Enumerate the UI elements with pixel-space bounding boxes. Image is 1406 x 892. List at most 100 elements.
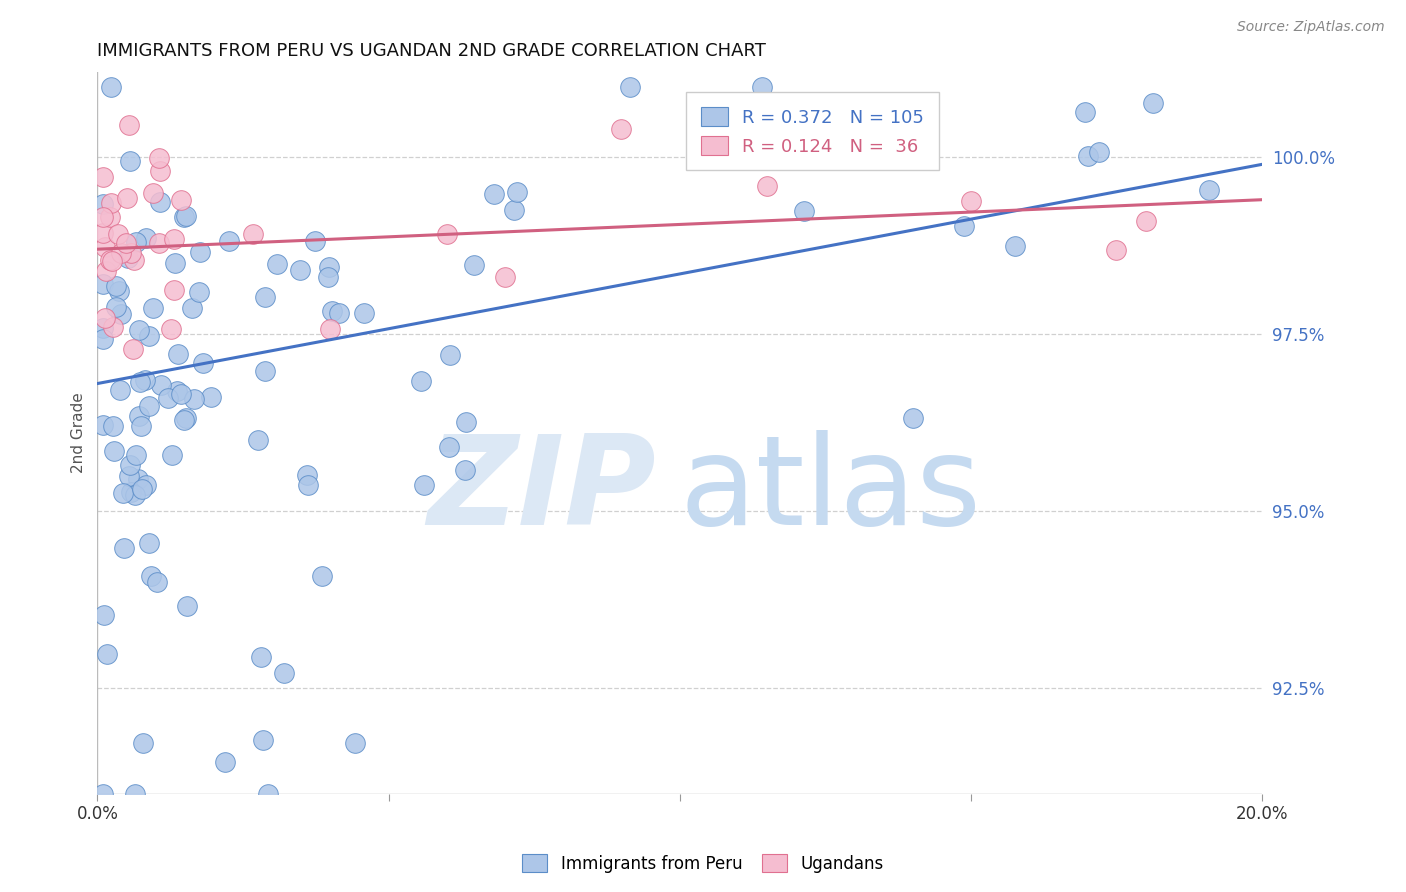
Point xyxy=(91,169,114,184)
Point xyxy=(288,263,311,277)
Point xyxy=(174,209,197,223)
Point xyxy=(120,485,142,500)
Point xyxy=(960,194,983,208)
Point xyxy=(214,755,236,769)
Point xyxy=(112,486,135,500)
Point xyxy=(149,164,172,178)
Point xyxy=(1077,149,1099,163)
Point xyxy=(436,227,458,242)
Point xyxy=(266,257,288,271)
Point xyxy=(150,378,173,392)
Point xyxy=(619,79,641,94)
Point xyxy=(321,304,343,318)
Point xyxy=(138,399,160,413)
Point xyxy=(101,254,124,268)
Point xyxy=(98,253,121,268)
Point xyxy=(138,535,160,549)
Point xyxy=(316,269,339,284)
Point xyxy=(1004,239,1026,253)
Point xyxy=(148,151,170,165)
Point xyxy=(506,186,529,200)
Point xyxy=(135,231,157,245)
Point xyxy=(115,236,138,251)
Point xyxy=(118,458,141,472)
Point xyxy=(273,665,295,680)
Point xyxy=(131,482,153,496)
Point xyxy=(756,179,779,194)
Point xyxy=(118,118,141,132)
Point xyxy=(91,277,114,291)
Point xyxy=(108,285,131,299)
Point xyxy=(689,137,711,152)
Point xyxy=(246,433,269,447)
Point xyxy=(128,409,150,424)
Point xyxy=(160,448,183,462)
Point xyxy=(142,186,165,201)
Point xyxy=(125,448,148,462)
Point xyxy=(252,732,274,747)
Point xyxy=(304,235,326,249)
Point xyxy=(180,301,202,315)
Point xyxy=(295,467,318,482)
Point xyxy=(105,300,128,314)
Point xyxy=(463,258,485,272)
Point xyxy=(173,413,195,427)
Point xyxy=(188,244,211,259)
Point xyxy=(94,240,117,254)
Point xyxy=(91,197,114,211)
Point xyxy=(1198,183,1220,197)
Point xyxy=(176,599,198,614)
Point xyxy=(141,569,163,583)
Y-axis label: 2nd Grade: 2nd Grade xyxy=(72,392,86,474)
Point xyxy=(142,301,165,315)
Point xyxy=(134,373,156,387)
Point xyxy=(437,441,460,455)
Point xyxy=(1087,145,1109,160)
Point xyxy=(91,417,114,432)
Point xyxy=(129,376,152,390)
Point xyxy=(122,253,145,268)
Point xyxy=(183,392,205,407)
Point xyxy=(169,386,191,401)
Point xyxy=(91,332,114,346)
Point xyxy=(482,186,505,201)
Point xyxy=(94,264,117,278)
Point xyxy=(110,245,132,260)
Point xyxy=(953,219,976,233)
Point xyxy=(319,322,342,336)
Point xyxy=(120,246,142,260)
Point xyxy=(1142,95,1164,110)
Point xyxy=(115,191,138,205)
Text: IMMIGRANTS FROM PERU VS UGANDAN 2ND GRADE CORRELATION CHART: IMMIGRANTS FROM PERU VS UGANDAN 2ND GRAD… xyxy=(97,42,766,60)
Point xyxy=(191,356,214,370)
Point xyxy=(901,411,924,425)
Point xyxy=(101,319,124,334)
Legend: R = 0.372   N = 105, R = 0.124   N =  36: R = 0.372 N = 105, R = 0.124 N = 36 xyxy=(686,92,939,170)
Point xyxy=(107,227,129,241)
Point xyxy=(127,472,149,486)
Point xyxy=(1105,244,1128,258)
Point xyxy=(135,478,157,492)
Point xyxy=(1135,214,1157,228)
Point xyxy=(163,256,186,270)
Point xyxy=(318,260,340,274)
Point xyxy=(751,79,773,94)
Point xyxy=(103,419,125,434)
Point xyxy=(131,419,153,434)
Point xyxy=(96,647,118,661)
Point xyxy=(117,252,139,266)
Point xyxy=(94,311,117,326)
Point xyxy=(145,575,167,590)
Point xyxy=(128,323,150,337)
Text: atlas: atlas xyxy=(679,430,981,551)
Point xyxy=(297,478,319,492)
Point xyxy=(793,204,815,219)
Point xyxy=(411,374,433,388)
Point xyxy=(166,347,188,361)
Point xyxy=(110,307,132,321)
Point xyxy=(174,410,197,425)
Point xyxy=(610,122,633,136)
Point xyxy=(311,568,333,582)
Point xyxy=(166,384,188,399)
Point xyxy=(138,329,160,343)
